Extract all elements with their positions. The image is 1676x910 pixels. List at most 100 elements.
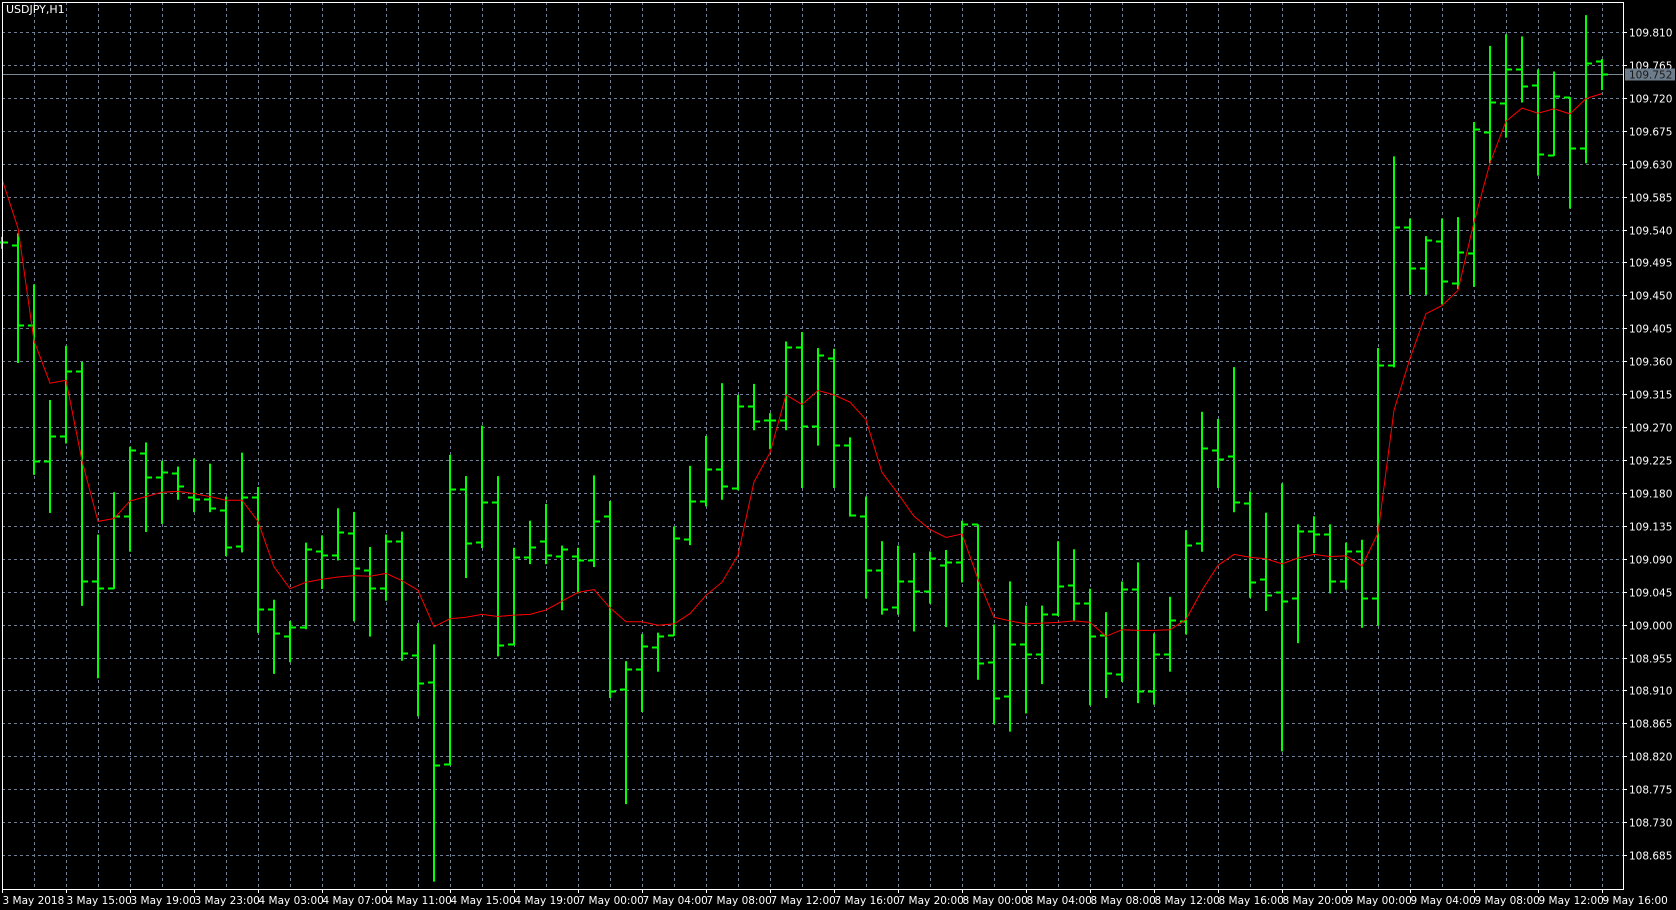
- x-tick-label: 9 May 08:00: [1475, 895, 1540, 907]
- ohlc-bar: [1452, 217, 1464, 290]
- ohlc-bar: [1596, 59, 1608, 91]
- y-tick-label: 109.315: [1629, 390, 1672, 402]
- ohlc-bar: [1004, 581, 1016, 732]
- x-tick-label: 9 May 00:00: [1347, 895, 1412, 907]
- ohlc-bar: [1308, 516, 1320, 554]
- y-tick-label: 109.495: [1629, 258, 1672, 270]
- x-tick-label: 8 May 12:00: [1155, 895, 1220, 907]
- ohlc-bar: [204, 463, 216, 513]
- ohlc-bar: [1276, 483, 1288, 752]
- ohlc-bar: [1388, 156, 1400, 368]
- current-price-label: 109.752: [1629, 70, 1672, 82]
- y-tick-label: 109.630: [1629, 160, 1672, 172]
- ohlc-bar: [172, 466, 184, 500]
- x-tick-label: 9 May 16:00: [1603, 895, 1668, 907]
- ohlc-bar: [364, 547, 376, 637]
- ohlc-bar: [652, 632, 664, 672]
- ohlc-bar: [1212, 419, 1224, 489]
- moving-average-line: [1, 93, 1603, 637]
- y-tick-label: 109.675: [1629, 127, 1672, 139]
- ohlc-bar: [92, 534, 104, 679]
- ohlc-bar: [732, 394, 744, 491]
- x-tick-label: 8 May 20:00: [1283, 895, 1348, 907]
- ohlc-bar: [1324, 524, 1336, 594]
- ohlc-bar: [1084, 588, 1096, 706]
- ohlc-bar: [668, 526, 680, 637]
- ohlc-bar: [1564, 96, 1576, 209]
- ohlc-bar: [348, 511, 360, 622]
- y-tick-label: 109.720: [1629, 94, 1672, 106]
- x-tick-label: 7 May 16:00: [835, 895, 900, 907]
- time-axis[interactable]: 3 May 2018 3 May 15:003 May 19:003 May 23…: [2, 889, 1668, 907]
- ohlc-bar: [412, 623, 424, 717]
- ohlc-bar: [524, 520, 536, 565]
- ohlc-bar: [1036, 605, 1048, 685]
- chart-title: USDJPY,H1: [6, 3, 65, 16]
- y-tick-label: 108.685: [1629, 851, 1672, 863]
- ohlc-bar: [1436, 218, 1448, 305]
- ohlc-bar: [76, 361, 88, 606]
- x-tick-label: 8 May 16:00: [1219, 895, 1284, 907]
- ohlc-bar: [972, 523, 984, 680]
- ohlc-bar: [1164, 596, 1176, 672]
- ohlc-bar: [44, 399, 56, 513]
- ohlc-bar: [1548, 71, 1560, 157]
- ohlc-bar: [764, 413, 776, 450]
- x-tick-label: 9 May 12:00: [1539, 895, 1604, 907]
- price-axis[interactable]: 109.810109.765109.720109.675109.630109.5…: [1623, 28, 1675, 863]
- x-tick-label: 4 May 03:00: [259, 895, 324, 907]
- ohlc-bar: [684, 465, 696, 546]
- y-tick-label: 109.225: [1629, 456, 1672, 468]
- x-tick-label: 7 May 20:00: [899, 895, 964, 907]
- ohlc-bar: [1052, 541, 1064, 617]
- ohlc-bar: [860, 496, 872, 599]
- ohlc-bar: [316, 535, 328, 590]
- ohlc-bar: [28, 284, 40, 475]
- ohlc-bar: [332, 508, 344, 561]
- ohlc-bar: [1484, 45, 1496, 164]
- ohlc-bar: [1244, 491, 1256, 598]
- ohlc-bar: [1580, 15, 1592, 164]
- ohlc-bar: [540, 503, 552, 565]
- x-tick-label: 4 May 15:00: [451, 895, 516, 907]
- y-tick-label: 108.865: [1629, 719, 1672, 731]
- y-tick-label: 109.450: [1629, 291, 1672, 303]
- ohlc-bar: [188, 458, 200, 513]
- ohlc-bars: [0, 15, 1608, 882]
- ohlc-bar: [60, 345, 72, 444]
- y-tick-label: 108.730: [1629, 818, 1672, 830]
- ohlc-bar: [1372, 348, 1384, 626]
- y-tick-label: 109.360: [1629, 357, 1672, 369]
- ohlc-bar: [940, 549, 952, 628]
- ohlc-bar: [428, 644, 440, 882]
- ohlc-bar: [588, 475, 600, 568]
- ohlc-bar: [460, 476, 472, 579]
- x-tick-label: 4 May 11:00: [387, 895, 452, 907]
- ohlc-bar: [1500, 34, 1512, 138]
- ohlc-bar: [716, 383, 728, 500]
- ohlc-bar: [1404, 218, 1416, 295]
- x-tick-label: 8 May 00:00: [963, 895, 1028, 907]
- ohlc-bar: [1068, 549, 1080, 622]
- ohlc-bar: [780, 341, 792, 431]
- ohlc-bar: [988, 624, 1000, 725]
- chart-frame: [2, 2, 1624, 890]
- ohlc-bar: [620, 661, 632, 805]
- x-tick-label: 7 May 12:00: [771, 895, 836, 907]
- ohlc-bar: [908, 552, 920, 632]
- ohlc-bar: [380, 534, 392, 601]
- ohlc-bar: [1516, 36, 1528, 103]
- x-tick-label: 9 May 04:00: [1411, 895, 1476, 907]
- x-tick-label: 8 May 04:00: [1027, 895, 1092, 907]
- x-tick-label: 4 May 07:00: [323, 895, 388, 907]
- ohlc-bar: [300, 542, 312, 630]
- y-tick-label: 109.000: [1629, 621, 1672, 633]
- ohlc-bar: [1292, 524, 1304, 644]
- ohlc-bar: [220, 496, 232, 557]
- x-tick-label: 3 May 19:00: [131, 895, 196, 907]
- y-tick-label: 109.090: [1629, 555, 1672, 567]
- ohlc-bar: [1260, 512, 1272, 611]
- ohlc-bar: [1420, 236, 1432, 295]
